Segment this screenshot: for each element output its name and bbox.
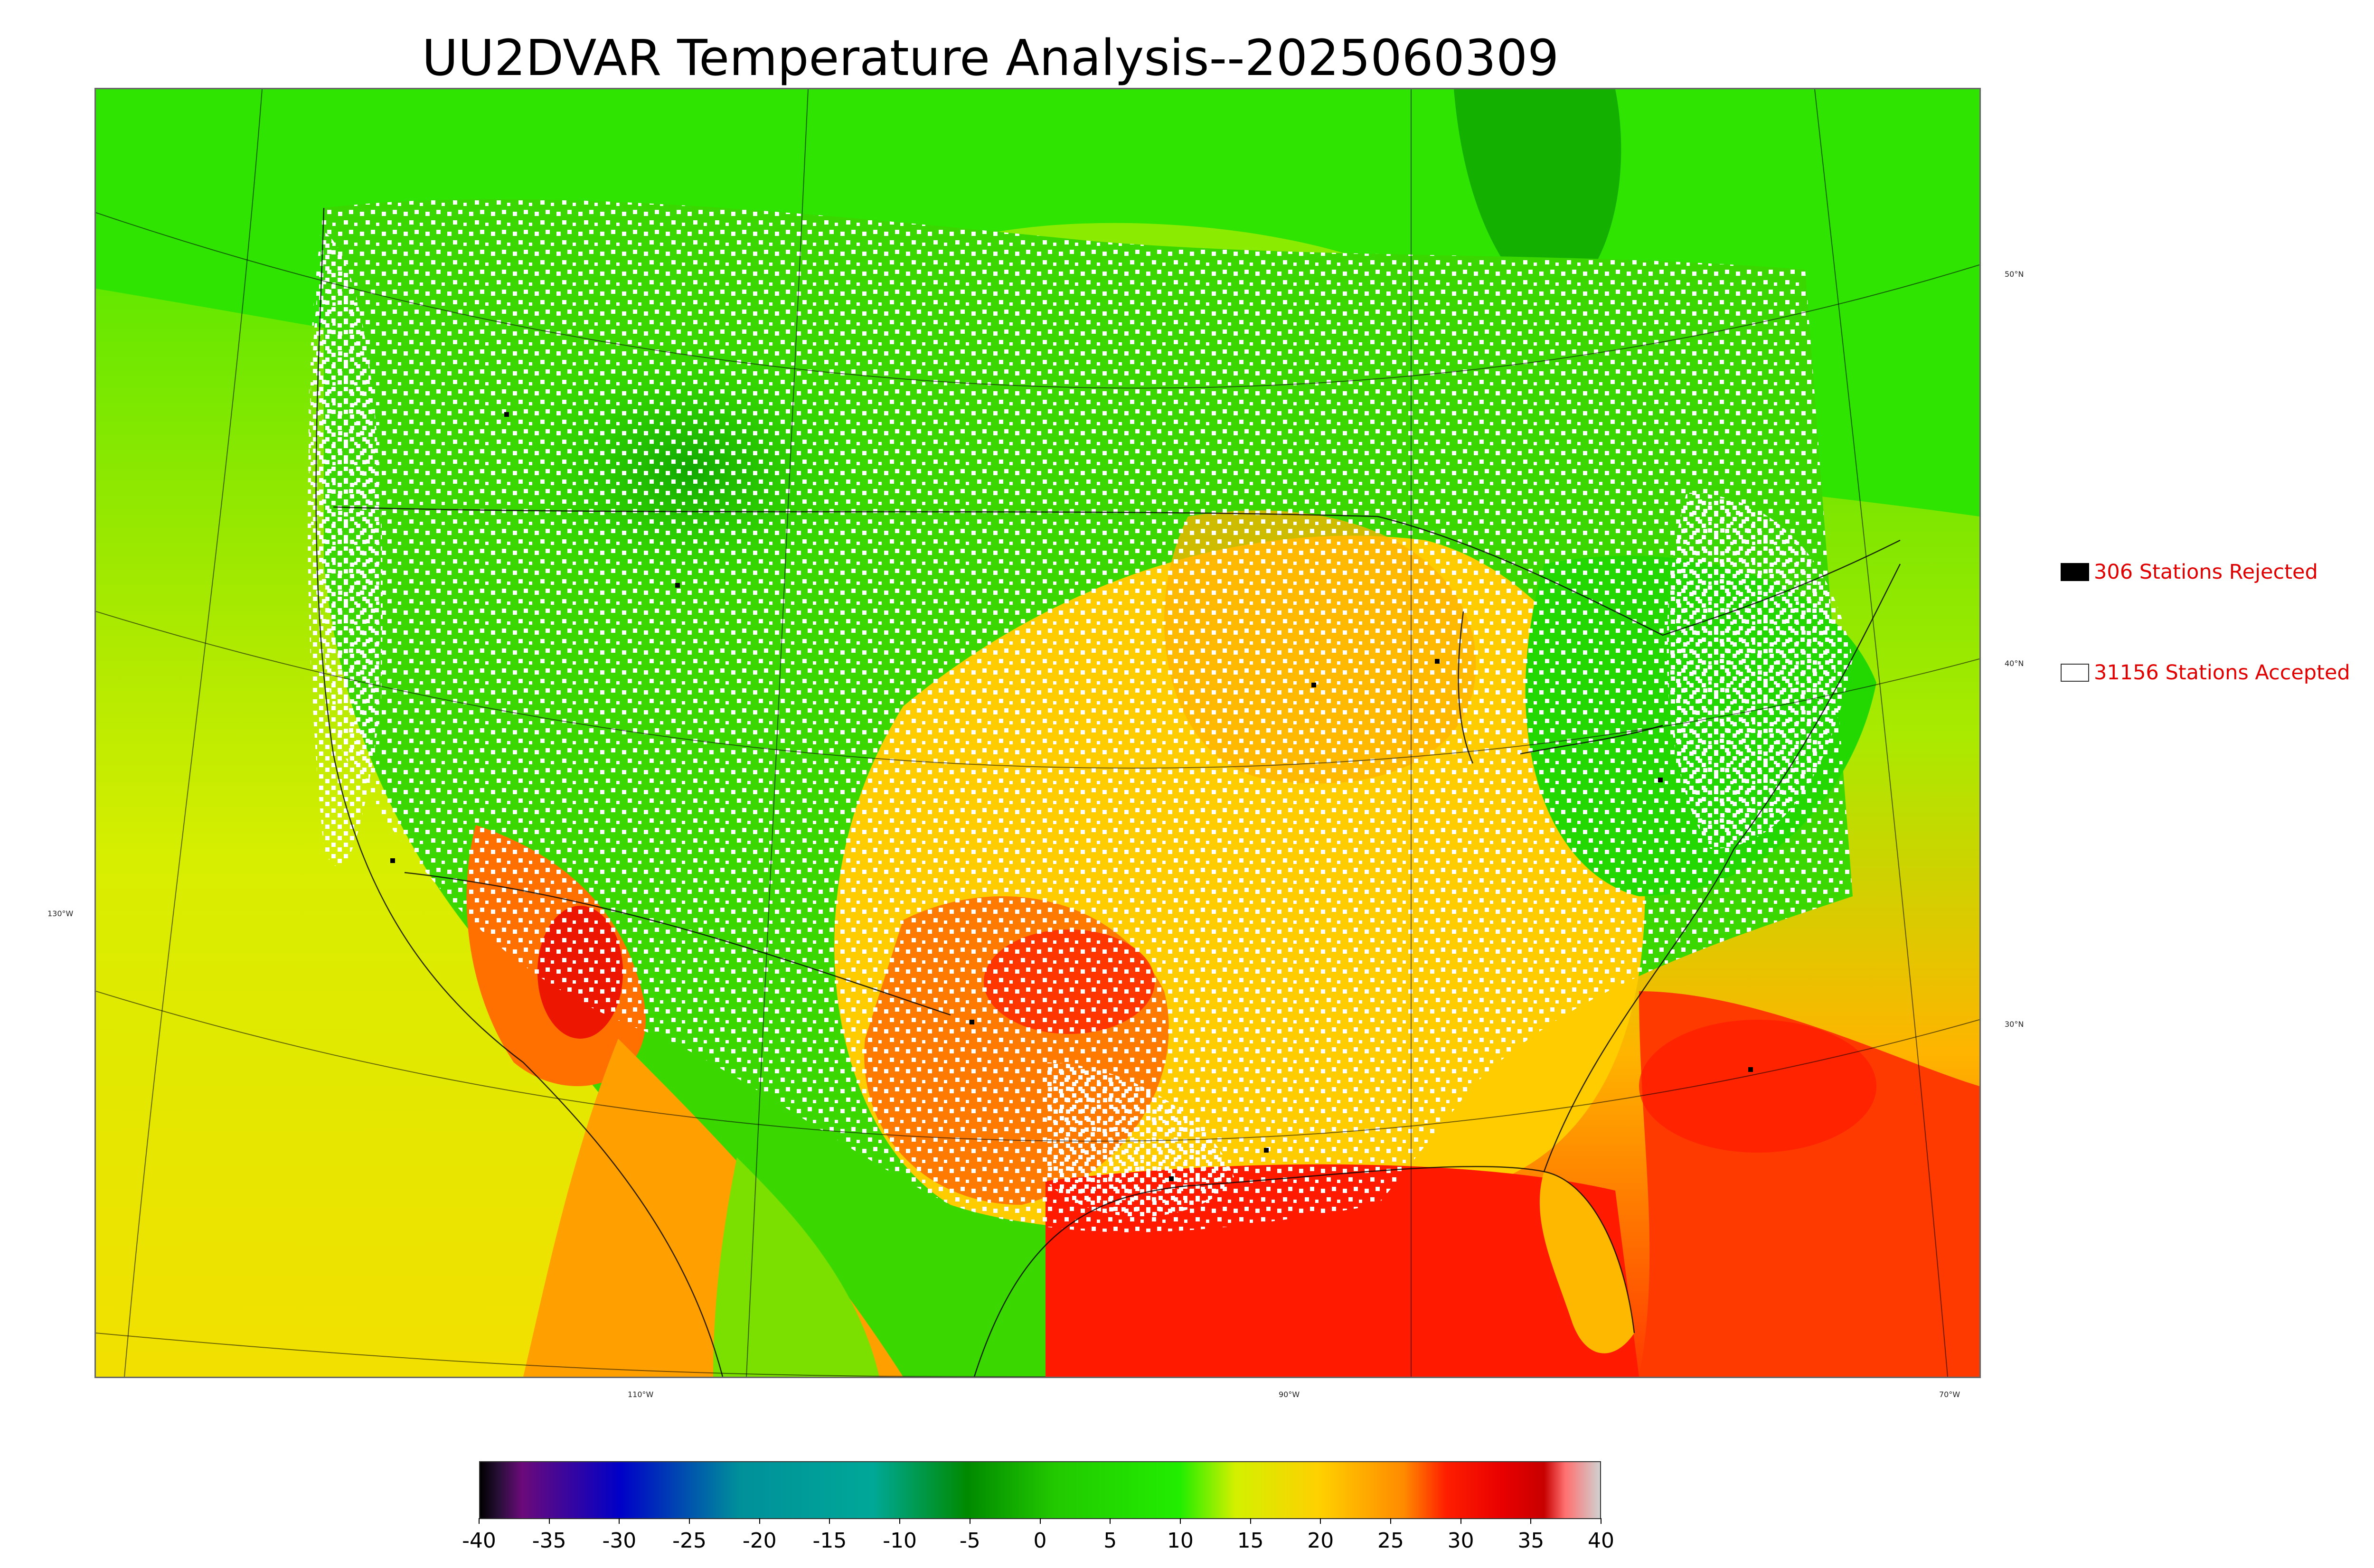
colorbar-tick (548, 1518, 550, 1524)
colorbar-tick (689, 1518, 690, 1524)
rejected-swatch (2061, 563, 2089, 581)
colorbar-tick-label: 30 (1447, 1529, 1474, 1553)
colorbar-tick (1250, 1518, 1251, 1524)
colorbar-tick-label: -40 (462, 1529, 496, 1553)
colorbar-tick (1530, 1518, 1532, 1524)
temperature-colorbar (479, 1461, 1601, 1519)
colorbar-tick (1460, 1518, 1461, 1524)
temperature-map: 50°N 40°N 30°N (94, 88, 2024, 1378)
colorbar-tick-label: -20 (742, 1529, 777, 1553)
colorbar-tick-label: -15 (812, 1529, 847, 1553)
temperature-field (96, 89, 1979, 1377)
colorbar-tick (1179, 1518, 1181, 1524)
colorbar-fill (480, 1462, 1600, 1518)
colorbar-tick-label: 5 (1103, 1529, 1117, 1553)
colorbar-gradient (480, 1462, 1600, 1518)
colorbar-tick-label: -5 (959, 1529, 980, 1553)
colorbar-tick-label: 35 (1517, 1529, 1545, 1553)
colorbar-tick (479, 1518, 480, 1524)
lon-label-110w: 110°W (628, 1390, 654, 1399)
colorbar-tick-label: 15 (1237, 1529, 1264, 1553)
lat-label-30: 30°N (2005, 1020, 2024, 1029)
colorbar-tick-label: 25 (1377, 1529, 1404, 1553)
colorbar-tick (759, 1518, 760, 1524)
accepted-swatch (2061, 664, 2089, 682)
chart-title: UU2DVAR Temperature Analysis--2025060309 (422, 29, 1559, 87)
colorbar-tick (1110, 1518, 1111, 1524)
colorbar-tick (899, 1518, 901, 1524)
lat-label-50: 50°N (2005, 270, 2024, 279)
colorbar-tick (619, 1518, 620, 1524)
legend-accepted: 31156 Stations Accepted (2061, 661, 2350, 685)
colorbar-ticks: -40 -35 -30 -25 -20 -15 -10 -5 0 5 10 15 20 25 30 35 40 (462, 1518, 1614, 1553)
colorbar-tick (1390, 1518, 1391, 1524)
legend-rejected: 306 Stations Rejected (2061, 560, 2318, 584)
lat-label-40: 40°N (2005, 659, 2024, 668)
accepted-label: 31156 Stations Accepted (2094, 661, 2350, 685)
colorbar-tick (1320, 1518, 1321, 1524)
colorbar-tick-label: 0 (1033, 1529, 1047, 1553)
colorbar-tick (1039, 1518, 1041, 1524)
lon-label-130w: 130°W (47, 909, 74, 918)
lon-label-90w: 90°W (1279, 1390, 1300, 1399)
colorbar-tick-label: -35 (532, 1529, 566, 1553)
colorbar-tick-label: 20 (1307, 1529, 1334, 1553)
colorbar-tick-label: -25 (672, 1529, 707, 1553)
colorbar-tick (1601, 1518, 1602, 1524)
lon-label-70w: 70°W (1939, 1390, 1960, 1399)
colorbar-tick-label: 40 (1588, 1529, 1614, 1553)
rejected-label: 306 Stations Rejected (2094, 560, 2318, 584)
colorbar-tick-label: 10 (1167, 1529, 1194, 1553)
colorbar-tick-label: -30 (602, 1529, 637, 1553)
colorbar-tick-label: -10 (883, 1529, 917, 1553)
colorbar-tick (829, 1518, 830, 1524)
